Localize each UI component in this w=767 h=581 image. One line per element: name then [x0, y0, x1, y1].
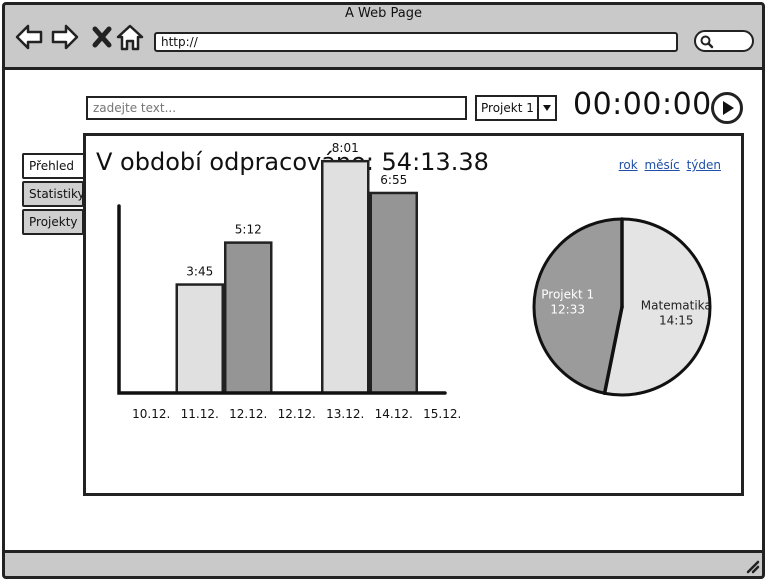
x-tick-label: 13.12. — [326, 407, 364, 421]
period-links: rok měsíc týden — [616, 158, 721, 172]
close-x-icon[interactable] — [88, 22, 118, 52]
pie-slice — [604, 219, 710, 395]
link-tyden[interactable]: týden — [686, 158, 721, 172]
chevron-down-icon[interactable] — [537, 97, 555, 119]
bar-value-label: 6:55 — [380, 173, 407, 187]
resize-grip-icon[interactable] — [744, 558, 760, 574]
pie-slice-label: Matematika — [641, 298, 712, 312]
tab-projekty[interactable]: Projekty — [22, 209, 84, 235]
pie-slice-label: Projekt 1 — [541, 288, 594, 302]
pie-divider — [602, 305, 624, 396]
x-tick-label: 15.12. — [423, 407, 461, 421]
pie-slice-value: 12:33 — [550, 303, 585, 317]
project-select[interactable]: Projekt 1 — [475, 95, 557, 121]
browser-statusbar — [4, 550, 763, 577]
window-title: A Web Page — [345, 6, 422, 21]
x-tick-label: 12.12. — [229, 407, 267, 421]
play-button[interactable] — [711, 92, 743, 124]
page-title: V období odpracováno: 54:13.38 — [96, 148, 489, 176]
url-bar[interactable]: http:// — [154, 32, 678, 52]
pie-outline — [532, 217, 712, 397]
forward-arrow-icon[interactable] — [50, 22, 80, 52]
link-mesic[interactable]: měsíc — [644, 158, 680, 172]
pie-slice-value: 14:15 — [659, 313, 694, 327]
task-text-input[interactable] — [86, 96, 467, 120]
back-arrow-icon[interactable] — [14, 22, 44, 52]
home-icon[interactable] — [115, 22, 145, 52]
project-select-value: Projekt 1 — [481, 101, 534, 115]
bar — [175, 283, 224, 395]
pie-slice — [534, 219, 622, 394]
bar-value-label: 3:45 — [186, 265, 213, 279]
x-tick-label: 11.12. — [181, 407, 219, 421]
bar — [369, 191, 418, 395]
link-rok[interactable]: rok — [618, 158, 638, 172]
bar — [321, 159, 370, 395]
bar-value-label: 5:12 — [235, 223, 262, 237]
tab-prehled[interactable]: Přehled — [22, 153, 86, 179]
bar-value-label: 8:01 — [332, 141, 359, 155]
chart-axes — [117, 204, 447, 395]
search-icon — [700, 35, 714, 49]
x-tick-label: 14.12. — [375, 407, 413, 421]
x-tick-label: 12.12. — [278, 407, 316, 421]
timer-display: 00:00:00 — [573, 87, 712, 122]
x-tick-label: 10.12. — [132, 407, 170, 421]
browser-search-field[interactable] — [694, 30, 754, 52]
